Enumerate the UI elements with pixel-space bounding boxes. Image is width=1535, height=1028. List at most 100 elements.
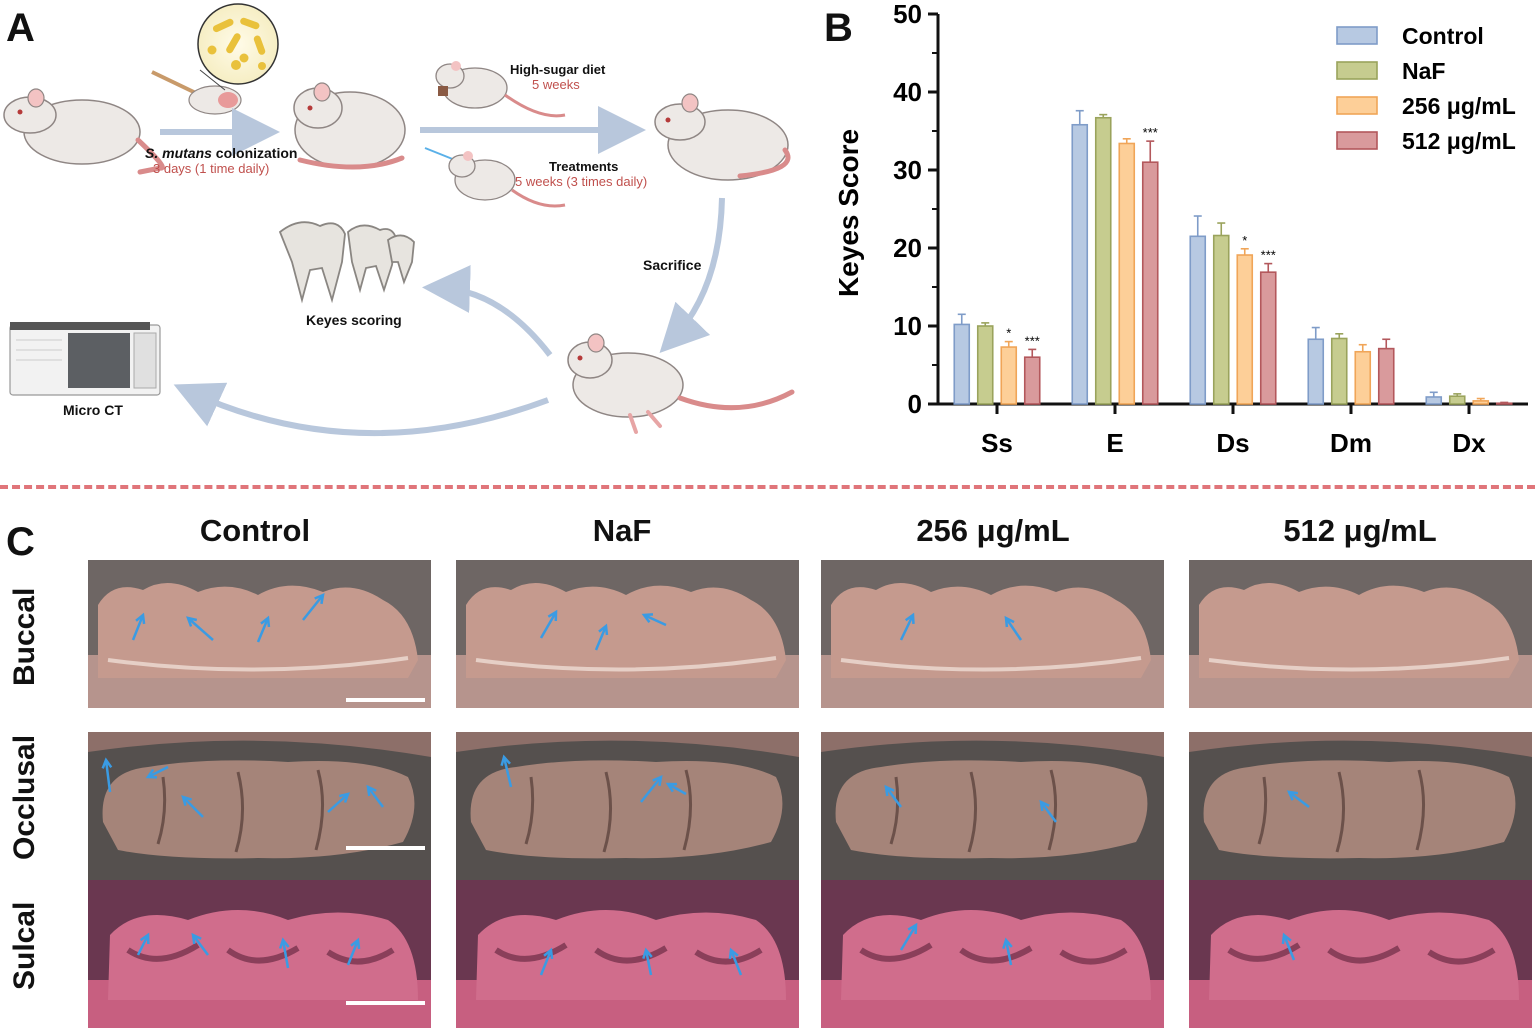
- bar: [1236, 254, 1254, 405]
- x-tick-label: Dm: [1330, 428, 1372, 458]
- tooth-photo: [1189, 560, 1532, 708]
- caries-arrow: [182, 796, 204, 818]
- caries-arrowhead: [652, 774, 663, 787]
- caries-arrowhead: [260, 615, 271, 628]
- caries-arrowhead: [500, 754, 511, 767]
- legend-label: 256 μg/mL: [1402, 93, 1516, 119]
- caries-arrow: [899, 924, 918, 951]
- caries-arrowhead: [135, 612, 146, 625]
- caries-arrowhead: [101, 757, 113, 769]
- significance-marker: ***: [1143, 125, 1158, 140]
- caries-arrow: [281, 939, 290, 969]
- caries-arrow: [346, 939, 360, 966]
- panel-c-letter: C: [6, 520, 35, 564]
- caries-arrow: [1040, 801, 1057, 823]
- y-axis-label: Keyes Score: [833, 129, 864, 297]
- bar: [1212, 234, 1230, 405]
- mouse-icon: [424, 147, 566, 208]
- sacrifice-label: Sacrifice: [643, 257, 702, 273]
- caries-arrowhead: [1004, 615, 1015, 628]
- column-title-512: 512 μg/mL: [1283, 513, 1437, 548]
- tooth-photo: [456, 880, 799, 1028]
- tooth-photo: [1189, 732, 1532, 880]
- bar: [1000, 346, 1018, 405]
- column-title-control: Control: [199, 513, 311, 548]
- tooth-photo: [821, 880, 1164, 1028]
- bar: [1141, 161, 1159, 405]
- bar: [1354, 350, 1372, 405]
- x-tick-label: Dx: [1452, 428, 1486, 458]
- legend-swatch: [1336, 131, 1378, 150]
- bar: [1094, 116, 1112, 405]
- tooth-photo: [88, 560, 431, 708]
- tooth-photo: [456, 560, 799, 708]
- treatment-duration: 5 weeks (3 times daily): [515, 174, 648, 189]
- panel-a-letter: A: [6, 6, 35, 50]
- caries-arrow: [367, 786, 384, 808]
- bar: [1425, 396, 1443, 405]
- column-title-256: 256 μg/mL: [916, 513, 1070, 548]
- caries-arrowhead: [145, 768, 158, 779]
- caries-arrowhead: [728, 947, 739, 960]
- column-title-naf: NaF: [592, 513, 652, 548]
- x-tick-label: Ds: [1216, 428, 1249, 458]
- row-title-sulcal: Sulcal: [8, 901, 41, 990]
- y-tick-label: 10: [893, 311, 922, 341]
- caries-arrowhead: [366, 784, 377, 797]
- bar: [1330, 337, 1348, 405]
- caries-arrowhead: [665, 782, 678, 793]
- panel-b-letter: B: [824, 6, 853, 50]
- significance-marker: *: [1006, 326, 1011, 341]
- caries-arrow: [899, 614, 915, 641]
- caries-arrowhead: [338, 792, 350, 803]
- bar: [1495, 402, 1513, 405]
- caries-arrow: [327, 793, 349, 813]
- caries-arrowhead: [598, 623, 609, 636]
- y-tick-label: 50: [893, 0, 922, 29]
- caries-arrowhead: [884, 784, 895, 797]
- x-tick-label: Ss: [981, 428, 1013, 458]
- legend-swatch: [1336, 61, 1378, 80]
- tooth-photo: [1189, 880, 1532, 1028]
- bar: [1377, 347, 1395, 405]
- y-tick-label: 0: [908, 389, 922, 419]
- diet-duration: 5 weeks: [532, 77, 580, 92]
- caries-arrowhead: [907, 922, 918, 935]
- x-tick-label: E: [1106, 428, 1123, 458]
- caries-arrowhead: [350, 937, 361, 950]
- bar: [1307, 338, 1325, 405]
- swab-icon: [151, 70, 242, 115]
- caries-arrow: [502, 756, 513, 788]
- caries-arrow: [302, 594, 324, 621]
- micro-ct-icon: [9, 322, 161, 396]
- caries-arrow: [136, 934, 150, 956]
- bar: [1023, 356, 1041, 405]
- legend-label: Control: [1402, 23, 1484, 49]
- diet-label: High-sugar diet: [510, 62, 606, 77]
- caries-arrow: [1004, 939, 1013, 966]
- caries-arrowhead: [186, 616, 198, 627]
- caries-arrow: [187, 617, 214, 641]
- caries-arrow: [1288, 791, 1310, 808]
- bacteria-icon: [197, 3, 279, 91]
- bar: [953, 323, 971, 405]
- caries-arrowhead: [191, 932, 202, 945]
- rat-icon: [654, 93, 791, 181]
- caries-arrow: [131, 614, 145, 641]
- mouse-icon: [435, 61, 566, 118]
- teeth-icon: [278, 221, 415, 304]
- caries-arrow: [640, 776, 662, 803]
- y-tick-label: 40: [893, 77, 922, 107]
- significance-marker: *: [1242, 233, 1247, 248]
- caries-arrow: [594, 625, 608, 651]
- rat-icon: [293, 82, 406, 170]
- schematic-drawing: [3, 3, 795, 437]
- bar: [1259, 271, 1277, 405]
- species-name: S. mutans: [145, 145, 212, 161]
- bar: [1448, 395, 1466, 405]
- rat-icon: [3, 88, 165, 175]
- legend-swatch: [1336, 96, 1378, 115]
- caries-arrow: [104, 759, 112, 793]
- legend-swatch: [1336, 26, 1378, 45]
